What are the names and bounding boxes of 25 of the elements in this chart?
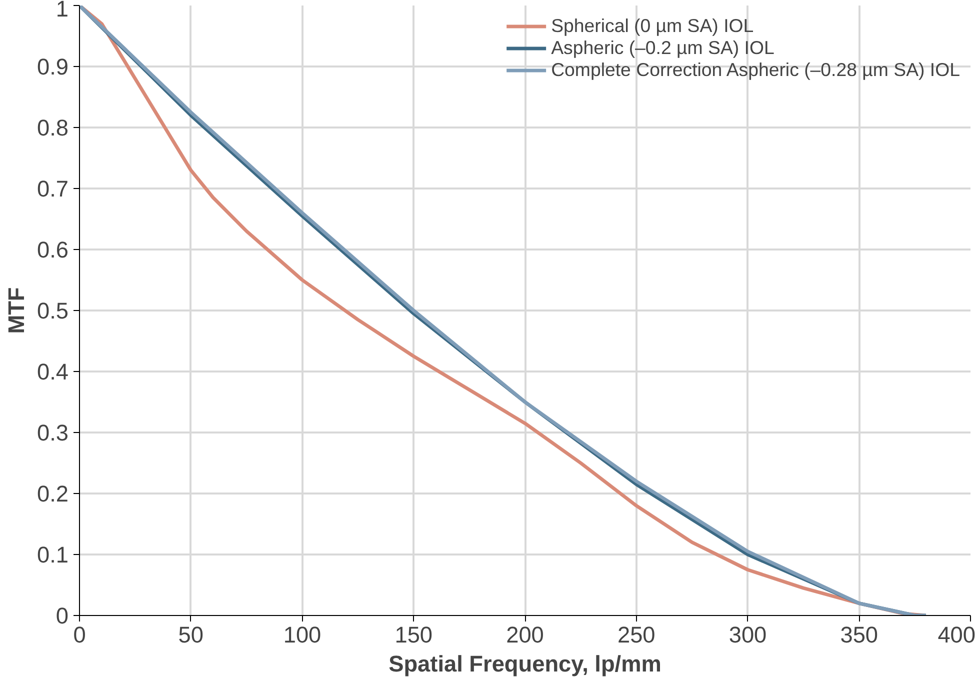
x-tick-label: 400 (938, 622, 975, 648)
x-tick-label: 350 (840, 622, 878, 648)
y-tick-label: 0.9 (37, 54, 69, 80)
x-tick-label: 300 (728, 622, 767, 648)
y-tick-label: 0.8 (37, 114, 69, 140)
y-tick-label: 0 (56, 602, 69, 628)
y-tick-label: 0.3 (37, 420, 69, 446)
y-tick-label: 0.6 (37, 236, 69, 262)
legend-label: Spherical (0 µm SA) IOL (551, 15, 754, 37)
y-tick-label: 0.4 (37, 358, 69, 384)
y-axis-title: MTF (3, 287, 30, 334)
x-axis-title: Spatial Frequency, lp/mm (388, 650, 662, 676)
y-tick-label: 0.7 (37, 176, 69, 202)
x-tick-label: 150 (394, 622, 433, 648)
y-tick-label: 0.2 (37, 480, 69, 506)
legend-label: Aspheric (–0.2 µm SA) IOL (551, 37, 774, 59)
x-tick-label: 100 (283, 622, 322, 648)
legend-label: Complete Correction Aspheric (–0.28 µm SA) IOL (551, 59, 960, 81)
y-tick-label: 1 (56, 0, 69, 22)
x-tick-label: 50 (178, 622, 204, 648)
y-tick-label: 0.1 (37, 542, 69, 568)
x-tick-label: 0 (73, 622, 86, 648)
x-tick-label: 200 (506, 622, 544, 648)
y-tick-label: 0.5 (37, 298, 69, 324)
x-tick-label: 250 (617, 622, 656, 648)
